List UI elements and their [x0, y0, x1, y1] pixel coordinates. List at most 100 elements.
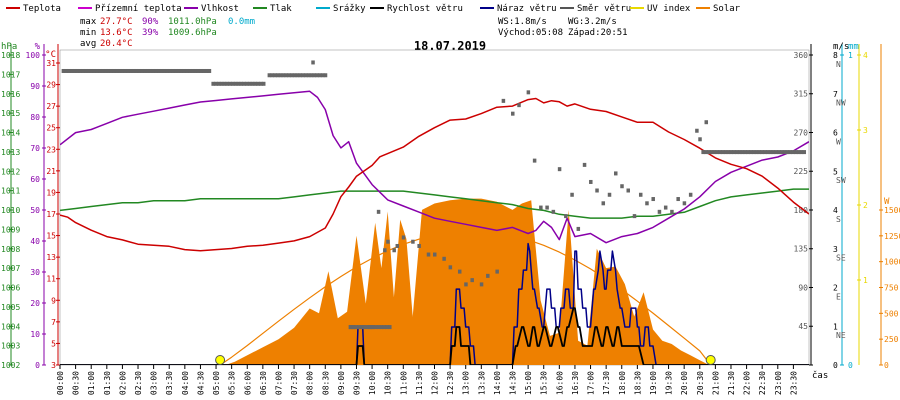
wind-direction-point [182, 68, 186, 73]
temp-axis-tick-label: 25 [46, 124, 56, 133]
x-tick-label: 06:30 [259, 371, 268, 395]
wind-direction-point [417, 243, 421, 248]
stats-max-pressure: 1011.0hPa [168, 17, 217, 27]
wind-direction-point [688, 192, 693, 197]
wind-direction-point [785, 150, 790, 155]
wind-direction-point [726, 150, 731, 155]
wind-direction-point [86, 68, 91, 73]
wind-direction-point [704, 120, 709, 125]
wind-direction-point [134, 68, 139, 73]
temp-axis-tick-label: 31 [46, 59, 56, 68]
wind-direction-point [312, 73, 317, 78]
x-tick-label: 07:30 [290, 371, 299, 395]
x-tick-label: 18:30 [633, 371, 642, 395]
x-tick-label: 13:30 [477, 371, 486, 395]
direction-axis-tick-label: 315 [794, 90, 809, 99]
temp-axis-tick-label: 23 [46, 145, 56, 154]
wind-direction-point [112, 68, 116, 73]
wind-direction-point [103, 68, 108, 73]
wind-direction-point [382, 325, 386, 330]
x-tick-label: 00:30 [72, 371, 81, 395]
stats-sunrise: Východ:05:08 [498, 28, 563, 38]
wind-direction-point [751, 150, 756, 155]
wind-direction-point [190, 68, 195, 73]
wind-direction-point [202, 68, 206, 73]
x-axis: 00:00 00:30 01:00 01:30 02:00 02:30 03:00 03:30… [56, 365, 798, 395]
direction-axis-compass-label: SW [836, 176, 846, 185]
wind-direction-point [426, 252, 431, 257]
x-tick-label: 03:00 [150, 371, 159, 395]
x-tick-label: 20:00 [680, 371, 689, 395]
legend-label: Směr větru [577, 4, 631, 14]
legend: Teplota Přízemní teplota Vlhkost Tlak Srážky… [6, 4, 741, 14]
wind-direction-point [782, 150, 787, 155]
wind-direction-point [757, 150, 762, 155]
wind-direction-point [718, 150, 722, 155]
wind-direction-point [320, 73, 325, 78]
wind-direction-point [98, 68, 102, 73]
wind-direction-point [735, 150, 739, 155]
wind-direction-point [75, 68, 80, 73]
wind-direction-point [318, 73, 322, 78]
wind-direction-point [131, 68, 136, 73]
wind-direction-point [796, 150, 801, 155]
x-tick-label: 13:00 [462, 371, 471, 395]
wind-direction-point [768, 150, 773, 155]
temp-axis-tick-label: 11 [46, 275, 56, 284]
stats-rain: 0.0mm [228, 17, 255, 27]
solar-clear-sky-line [219, 230, 712, 365]
wind-direction-point [207, 68, 212, 73]
wind-direction-point [287, 73, 291, 78]
wind-axis-tick-label: 3 [833, 245, 838, 254]
wind-direction-point [582, 162, 587, 167]
humidity-axis-tick-label: 80 [30, 113, 40, 122]
wind-direction-point [95, 68, 99, 73]
wind-direction-point [214, 81, 218, 86]
wind-direction-point [780, 150, 784, 155]
wind-direction-point [233, 81, 238, 86]
uv-axis-tick-label: 1 [863, 276, 868, 285]
wind-direction-point [551, 209, 556, 214]
wind-direction-point [411, 239, 415, 244]
axes: hPa1018101710161015101410131012101110101… [1, 42, 900, 370]
wind-direction-point [374, 325, 378, 330]
wind-axis-tick-label: 1 [833, 322, 838, 331]
wind-direction-point [72, 68, 77, 73]
wind-direction-point [64, 68, 68, 73]
wind-direction-point [517, 103, 521, 108]
direction-axis-compass-label: SE [836, 254, 846, 263]
wind-direction-point [143, 68, 147, 73]
x-tick-label: 08:00 [306, 371, 315, 395]
wind-direction-point [367, 325, 371, 330]
wind-direction-point [259, 81, 263, 86]
wind-direction-point [117, 68, 122, 73]
uv-axis-tick-label: 4 [863, 51, 868, 60]
wind-direction-point [746, 150, 750, 155]
wind-direction-point [401, 235, 406, 240]
wind-direction-point [501, 98, 506, 103]
wind-direction-point [196, 68, 200, 73]
wind-direction-point [92, 68, 97, 73]
stats-max-label: max [80, 17, 97, 27]
x-tick-label: 10:30 [384, 371, 393, 395]
x-tick-label: 08:30 [321, 371, 330, 395]
wind-direction-point [486, 273, 490, 278]
wind-direction-point [464, 282, 468, 287]
wind-direction-point [217, 81, 221, 86]
wind-direction-point [676, 197, 680, 202]
wind-direction-point [323, 73, 328, 78]
wind-direction-point [351, 325, 356, 330]
wind-direction-point [67, 68, 71, 73]
temp-axis-tick-label: 17 [46, 210, 56, 219]
stats-avg-label: avg [80, 39, 96, 49]
wind-direction-point [376, 325, 381, 330]
x-tick-label: 21:30 [727, 371, 736, 395]
wind-direction-point [253, 81, 258, 86]
wind-direction-point [114, 68, 119, 73]
wind-direction-point [723, 150, 728, 155]
wind-direction-point [749, 150, 753, 155]
wind-direction-point [306, 73, 311, 78]
wind-direction-point [383, 248, 387, 253]
wind-direction-point [760, 150, 764, 155]
